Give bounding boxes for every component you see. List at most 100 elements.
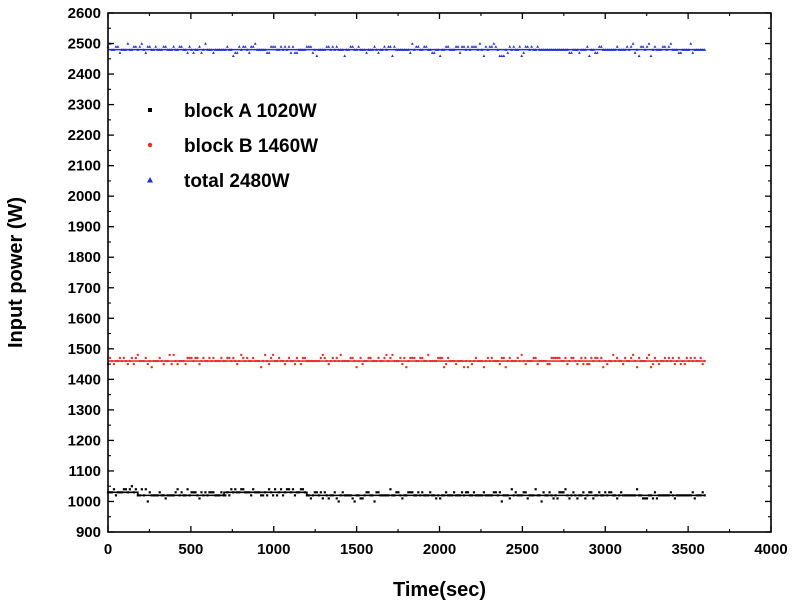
data-point	[391, 54, 394, 57]
x-tick-label: 1500	[340, 541, 373, 558]
x-tick-label: 500	[178, 541, 203, 558]
data-point	[220, 491, 223, 494]
data-point	[629, 45, 633, 48]
data-point	[699, 356, 702, 360]
data-point	[474, 45, 478, 48]
plot-area	[108, 13, 771, 532]
data-point	[287, 356, 291, 360]
data-point	[444, 45, 448, 48]
y-tick-label: 2300	[68, 97, 101, 114]
data-point	[635, 488, 639, 491]
data-point	[198, 45, 201, 48]
data-point	[602, 365, 605, 369]
data-point	[411, 356, 414, 360]
data-point	[385, 353, 388, 357]
data-point	[299, 488, 303, 491]
data-point	[460, 491, 464, 494]
data-point	[542, 491, 545, 494]
data-point	[597, 45, 601, 48]
data-point	[683, 362, 687, 366]
data-point	[112, 488, 116, 491]
data-point	[389, 488, 392, 491]
data-point	[403, 356, 406, 360]
data-point	[562, 491, 565, 494]
data-point	[249, 45, 253, 48]
data-point	[116, 45, 120, 48]
data-point	[158, 356, 161, 360]
data-point	[323, 356, 327, 360]
data-point	[146, 500, 149, 503]
data-point	[572, 356, 575, 360]
data-point	[568, 51, 571, 54]
data-point	[335, 45, 339, 48]
data-point	[620, 491, 623, 494]
data-point	[506, 51, 510, 54]
data-point	[144, 356, 147, 360]
data-point	[377, 51, 380, 54]
data-point	[262, 494, 265, 497]
data-point	[351, 45, 355, 48]
data-point	[691, 51, 695, 54]
data-point	[192, 491, 195, 494]
data-point	[198, 497, 201, 500]
data-point	[118, 51, 122, 54]
data-point	[576, 362, 579, 366]
data-point	[663, 45, 667, 48]
data-point	[226, 356, 229, 360]
y-tick-label: 2200	[68, 127, 101, 144]
y-tick-label: 2500	[68, 36, 101, 53]
data-point	[118, 356, 122, 360]
series-line	[108, 491, 705, 497]
x-axis-title: Time(sec)	[393, 579, 486, 601]
data-point	[365, 491, 368, 494]
data-point	[281, 494, 285, 497]
data-point	[162, 362, 165, 366]
data-point	[572, 491, 575, 494]
legend-item: block A 1020W	[148, 101, 317, 122]
data-point	[518, 45, 522, 48]
y-tick-label: 1100	[68, 463, 101, 480]
data-point	[584, 497, 587, 500]
data-point	[339, 353, 342, 357]
data-point	[560, 491, 563, 494]
data-point	[492, 491, 495, 494]
data-point	[520, 54, 524, 57]
data-point	[446, 45, 450, 48]
data-point	[321, 497, 324, 500]
data-point	[550, 356, 553, 360]
data-point	[174, 491, 177, 494]
data-point	[260, 494, 263, 497]
data-point	[289, 51, 293, 54]
legend-label: block B 1460W	[184, 136, 318, 157]
x-tick-label: 4000	[754, 541, 787, 558]
legend-marker	[148, 108, 152, 112]
data-point	[498, 54, 502, 57]
data-point	[168, 353, 171, 357]
data-point	[271, 353, 275, 357]
data-point	[210, 491, 213, 494]
data-point	[401, 497, 404, 500]
data-point	[225, 45, 229, 48]
data-point	[186, 488, 189, 491]
data-point	[639, 45, 643, 48]
tick-labels: 0 500 1000 1500 2000 2500 3000 3500 4000 900 1000 1…	[68, 5, 788, 558]
data-point	[693, 497, 696, 500]
data-point	[444, 362, 448, 366]
data-point	[454, 362, 458, 366]
data-point	[615, 45, 619, 48]
data-point	[621, 362, 625, 366]
data-point	[233, 51, 237, 54]
data-point	[335, 497, 338, 500]
data-point	[108, 356, 112, 360]
data-point	[230, 488, 233, 491]
data-point	[361, 362, 364, 366]
data-point	[405, 365, 408, 369]
data-point	[397, 491, 400, 494]
data-point	[484, 45, 488, 48]
data-point	[460, 45, 464, 48]
data-point	[532, 356, 535, 360]
data-point	[494, 491, 497, 494]
y-tick-label: 1800	[68, 249, 101, 266]
data-point	[600, 356, 603, 360]
y-tick-label: 1200	[68, 432, 101, 449]
